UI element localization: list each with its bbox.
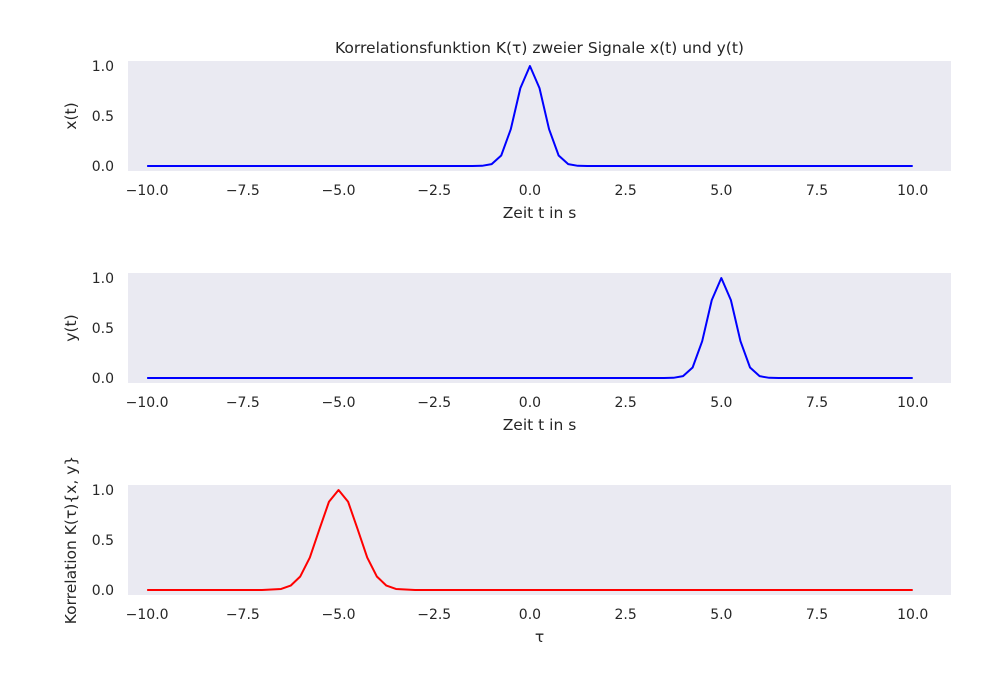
- y-tick-label: 0.0: [92, 371, 114, 387]
- x-tick-label: −10.0: [126, 607, 169, 623]
- x-tick-label: 2.5: [614, 183, 636, 199]
- y-tick-label: 1.0: [92, 271, 114, 287]
- x-tick-label: −2.5: [417, 607, 451, 623]
- x-tick-label: −10.0: [126, 395, 169, 411]
- y-tick-label: 0.5: [92, 533, 114, 549]
- series-line-1-1: [147, 65, 913, 167]
- y-tick-label: 0.5: [92, 321, 114, 337]
- x-tick-label: 2.5: [614, 395, 636, 411]
- x-tick-label: 5.0: [710, 183, 732, 199]
- plot-area: [128, 61, 951, 171]
- x-tick-label: −7.5: [226, 607, 260, 623]
- x-axis-label: τ: [535, 628, 544, 646]
- x-axis-label: Zeit t in s: [503, 204, 577, 222]
- y-axis-label: Korrelation K(τ){x, y}: [62, 456, 80, 624]
- chart-panel-2: −10.0 −7.5 −5.0 −2.5 0.0 2.5 5.0 7.5 10.0 0.0 0.5 1…: [62, 271, 951, 434]
- y-tick-label: 1.0: [92, 483, 114, 499]
- y-tick-label: 0.0: [92, 583, 114, 599]
- x-tick-label: 7.5: [806, 607, 828, 623]
- y-axis-label: y(t): [62, 314, 80, 341]
- series-line-2-1: [147, 277, 913, 379]
- chart-panel-1: −10.0 −7.5 −5.0 −2.5 0.0 2.5 5.0 7.5 10.0 0.0 0.5 1…: [62, 39, 951, 222]
- x-tick-label: −5.0: [322, 607, 356, 623]
- series-line-3-1: [147, 489, 913, 591]
- x-tick-label: 0.0: [519, 607, 541, 623]
- y-tick-label: 0.0: [92, 159, 114, 175]
- x-tick-label: 7.5: [806, 183, 828, 199]
- x-tick-label: −7.5: [226, 395, 260, 411]
- x-tick-label: 5.0: [710, 395, 732, 411]
- x-tick-label: −5.0: [322, 395, 356, 411]
- x-tick-label: −7.5: [226, 183, 260, 199]
- y-axis-label: x(t): [62, 102, 80, 129]
- x-tick-label: 0.0: [519, 395, 541, 411]
- x-tick-label: −5.0: [322, 183, 356, 199]
- x-tick-label: 7.5: [806, 395, 828, 411]
- x-tick-label: 2.5: [614, 607, 636, 623]
- x-tick-label: 5.0: [710, 607, 732, 623]
- y-tick-label: 0.5: [92, 109, 114, 125]
- x-axis-label: Zeit t in s: [503, 416, 577, 434]
- x-tick-label: −10.0: [126, 183, 169, 199]
- chart-title: Korrelationsfunktion K(τ) zweier Signale…: [335, 39, 744, 57]
- chart-panel-3: −10.0 −7.5 −5.0 −2.5 0.0 2.5 5.0 7.5 10.0 0.0 0.5 1…: [62, 456, 951, 646]
- x-tick-label: 10.0: [897, 607, 928, 623]
- x-tick-label: 10.0: [897, 395, 928, 411]
- x-tick-label: −2.5: [417, 395, 451, 411]
- plot-area: [128, 273, 951, 383]
- y-tick-label: 1.0: [92, 59, 114, 75]
- x-tick-label: 0.0: [519, 183, 541, 199]
- plot-area: [128, 485, 951, 595]
- x-tick-label: 10.0: [897, 183, 928, 199]
- x-tick-label: −2.5: [417, 183, 451, 199]
